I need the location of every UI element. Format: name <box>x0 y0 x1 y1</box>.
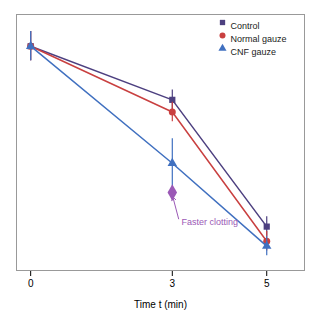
svg-text:0: 0 <box>28 278 34 289</box>
svg-text:Time t (min): Time t (min) <box>134 299 187 310</box>
svg-text:5: 5 <box>264 278 270 289</box>
svg-text:Control: Control <box>231 21 260 31</box>
svg-text:Faster clotting: Faster clotting <box>181 217 238 227</box>
svg-text:CNF gauze: CNF gauze <box>231 47 277 57</box>
svg-text:Normal gauze: Normal gauze <box>231 34 287 44</box>
svg-text:3: 3 <box>170 278 176 289</box>
